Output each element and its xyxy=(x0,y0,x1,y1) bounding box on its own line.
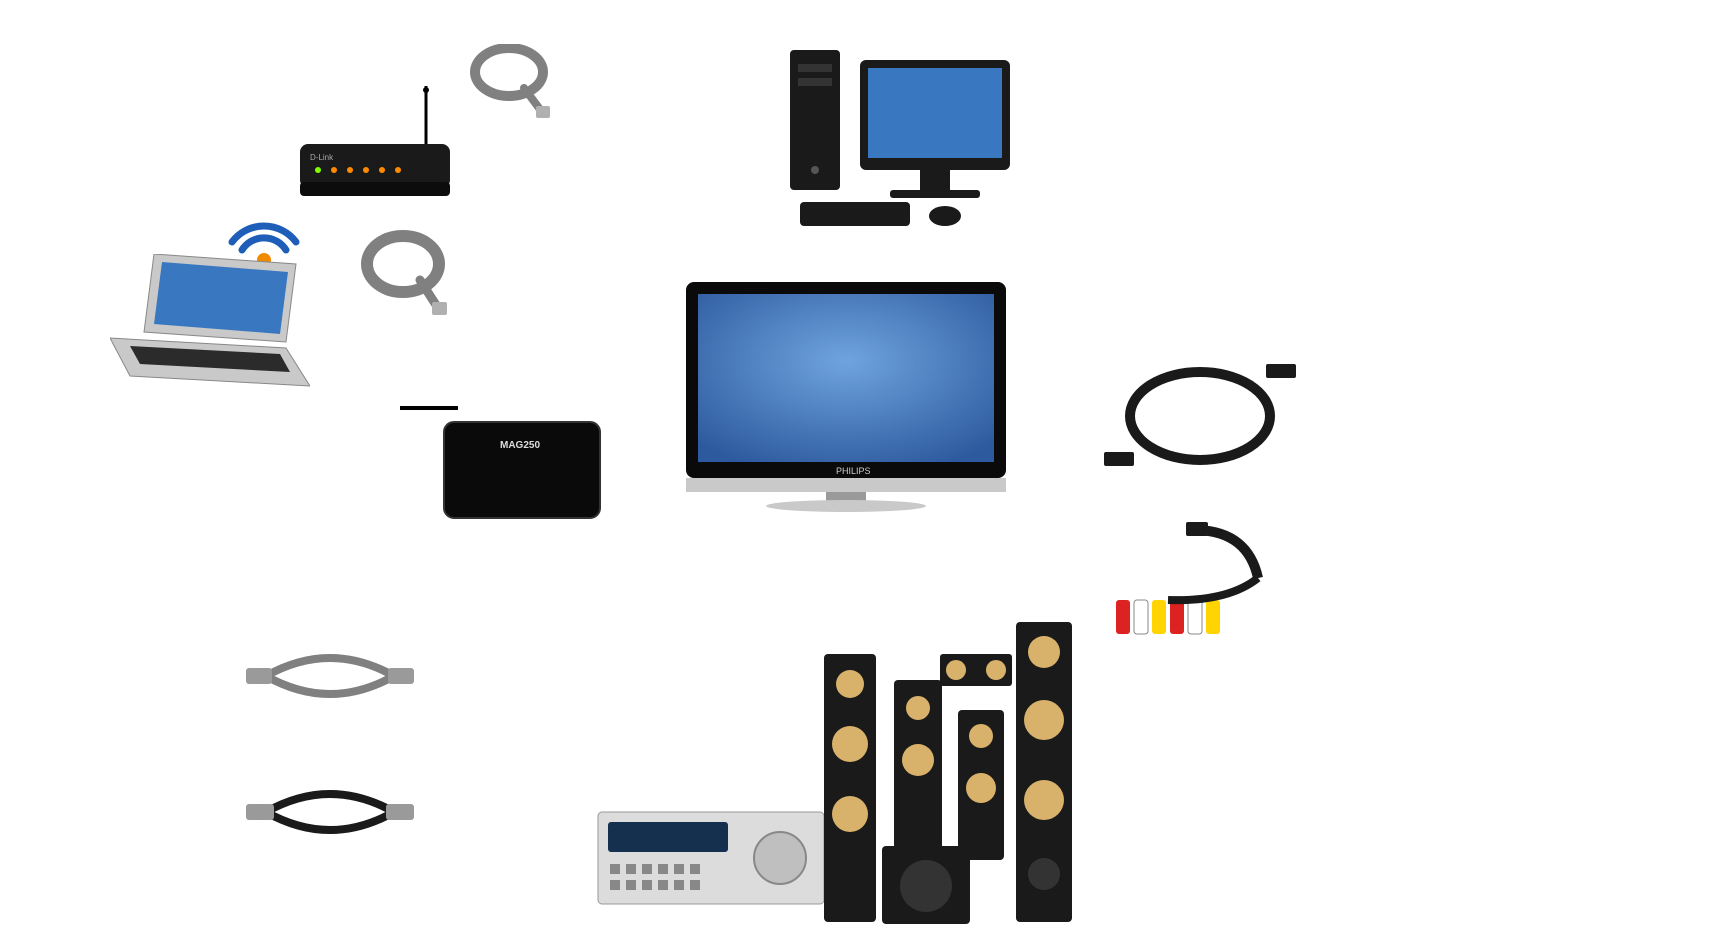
spdif-optical-icon xyxy=(246,636,414,716)
hdmi-cable-icon xyxy=(1100,360,1300,480)
svg-text:D-Link: D-Link xyxy=(310,153,334,162)
laptop-icon xyxy=(110,254,310,398)
micro-badge xyxy=(400,406,458,410)
spdif-electrical-icon xyxy=(246,772,414,852)
receiver-icon xyxy=(596,804,826,912)
ethernet-cable-icon-2 xyxy=(356,230,450,324)
stb-icon: MAG250 xyxy=(440,418,604,524)
svg-text:MAG250: MAG250 xyxy=(500,440,540,451)
svg-text:PHILIPS: PHILIPS xyxy=(836,466,871,476)
rca-cable-icon xyxy=(1108,522,1298,642)
computer-icon xyxy=(780,40,1020,230)
speakers-icon xyxy=(820,610,1080,930)
tv-icon: PHILIPS xyxy=(676,276,1016,512)
router-icon: D-Link xyxy=(300,86,456,206)
diagram-canvas: D-Link MAG2 xyxy=(0,0,1710,948)
ethernet-cable-icon-1 xyxy=(464,44,554,124)
